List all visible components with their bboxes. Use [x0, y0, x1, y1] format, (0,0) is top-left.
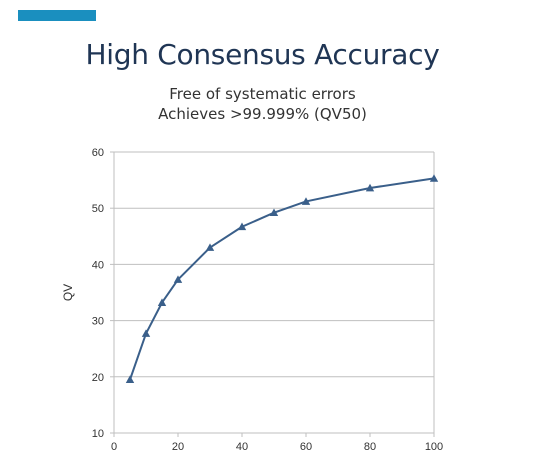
- series-layer: [125, 174, 439, 383]
- grid-layer: [114, 151, 434, 434]
- accent-bar: [18, 10, 96, 21]
- y-tick-label: 30: [92, 316, 104, 328]
- data-point-marker: [237, 222, 247, 231]
- y-tick-label: 60: [92, 147, 104, 159]
- subtitle-line-1: Free of systematic errors: [169, 85, 356, 103]
- data-point-marker: [141, 329, 151, 337]
- slide-title: High Consensus Accuracy: [85, 38, 440, 71]
- x-tick-label: 80: [364, 441, 376, 453]
- y-tick-label: 20: [92, 372, 104, 384]
- y-axis-title: QV: [61, 284, 75, 301]
- data-point-marker: [365, 183, 375, 192]
- x-tick-label: 100: [425, 441, 443, 453]
- data-point-marker: [157, 298, 167, 306]
- data-point-marker: [429, 174, 439, 182]
- data-point-marker: [173, 275, 183, 283]
- data-point-marker: [269, 208, 279, 217]
- data-point-marker: [205, 243, 215, 251]
- subtitle-line-2: Achieves >99.999% (QV50): [158, 105, 367, 123]
- y-tick-label: 10: [92, 428, 104, 440]
- x-tick-label: 60: [300, 441, 312, 453]
- series-line: [129, 177, 435, 380]
- x-tick-label: 40: [236, 441, 248, 453]
- tick-labels: 10 20 30 40 50 60 0 20 40 60 80 100: [92, 147, 443, 453]
- axis-layer: [110, 151, 435, 437]
- y-tick-label: 50: [92, 203, 104, 215]
- data-point-marker: [125, 375, 135, 383]
- x-tick-label: 20: [172, 441, 184, 453]
- x-tick-label: 0: [111, 441, 117, 453]
- data-point-marker: [301, 197, 311, 205]
- y-tick-label: 40: [92, 259, 104, 271]
